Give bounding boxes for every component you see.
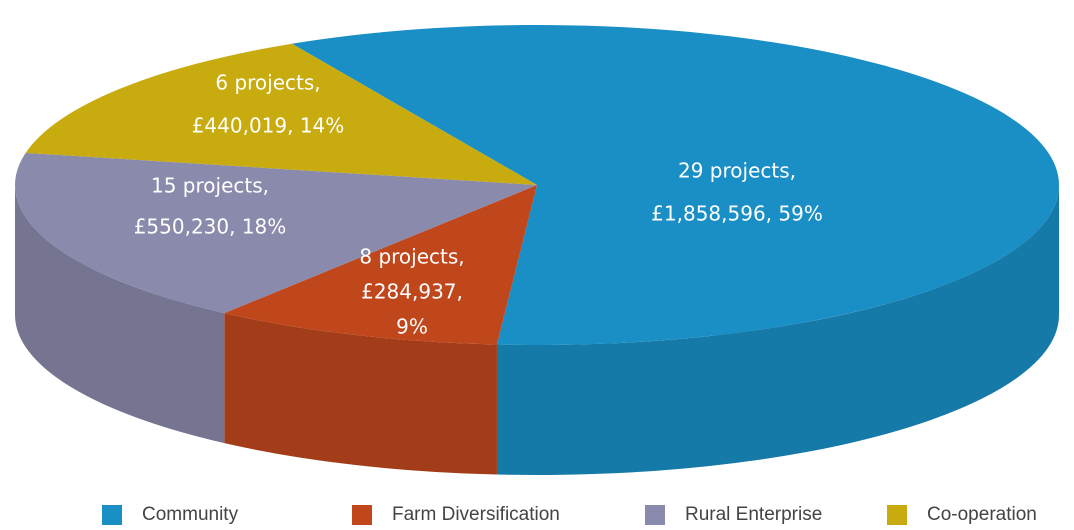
data-label: 15 projects,: [151, 174, 269, 198]
legend-swatch: [352, 505, 372, 525]
slice-side: [15, 185, 225, 444]
legend-label: Co-operation: [927, 504, 1037, 525]
data-label: £284,937,: [361, 280, 463, 304]
data-label: 8 projects,: [359, 245, 464, 269]
legend-swatch: [645, 505, 665, 525]
slice-side: [224, 313, 497, 475]
data-label: £440,019, 14%: [192, 114, 345, 138]
legend-label: Community: [142, 504, 239, 525]
data-label: 9%: [396, 315, 428, 339]
slice: [14, 152, 537, 314]
data-label: 29 projects,: [678, 159, 796, 183]
slice: [224, 185, 537, 345]
data-label: £1,858,596, 59%: [651, 202, 823, 226]
legend-swatch: [102, 505, 122, 525]
slice: [25, 43, 538, 185]
data-label: 6 projects,: [215, 71, 320, 95]
slice-side: [496, 185, 1060, 475]
legend-swatch: [887, 505, 907, 525]
data-label: £550,230, 18%: [134, 215, 287, 239]
legend-label: Farm Diversification: [392, 504, 560, 525]
slice: [291, 25, 1059, 345]
legend-label: Rural Enterprise: [685, 504, 822, 525]
